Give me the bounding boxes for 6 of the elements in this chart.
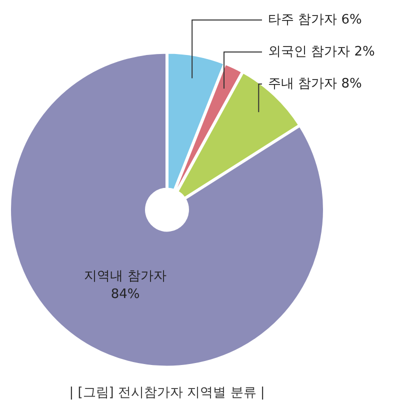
slice-label: 타주 참가자 6% — [268, 12, 362, 28]
slice-label: 지역내 참가자 — [84, 268, 166, 284]
data-label: 84% — [110, 286, 140, 302]
text: | [그림] 전시참가자 지역별 분류 | — [69, 386, 265, 401]
slice-label: 주내 참가자 8% — [268, 76, 362, 92]
slice-label: 외국인 참가자 2% — [268, 44, 375, 60]
